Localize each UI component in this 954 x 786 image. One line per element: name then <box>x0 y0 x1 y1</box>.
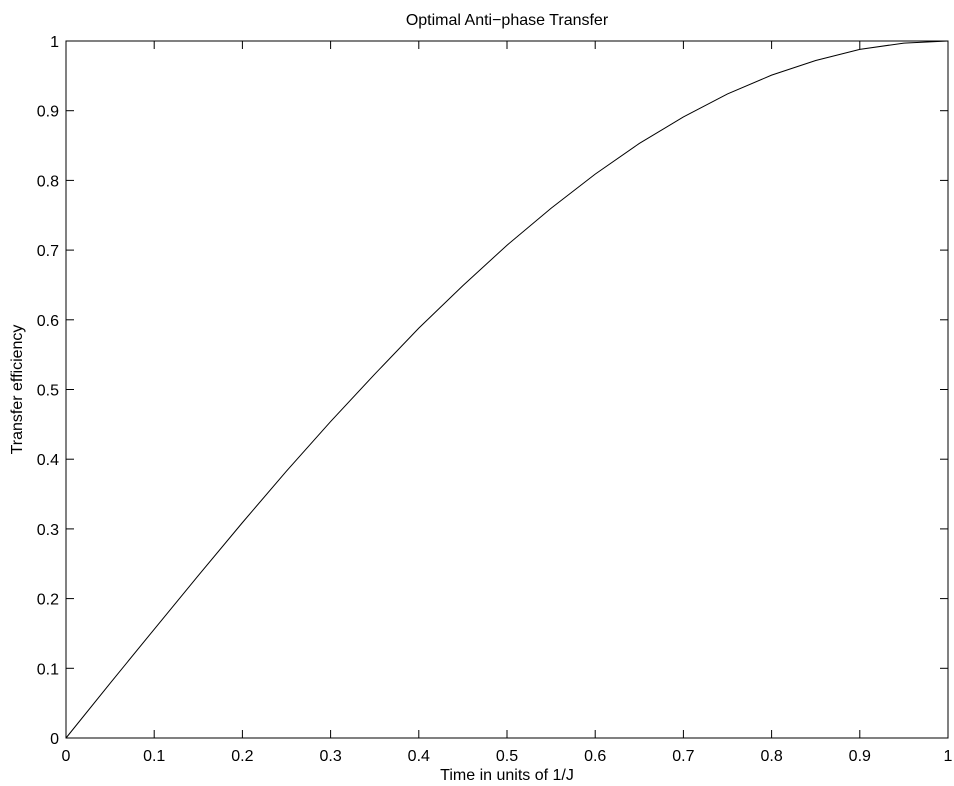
y-tick-label: 1 <box>50 34 59 51</box>
chart-title: Optimal Anti−phase Transfer <box>406 12 609 29</box>
x-tick-label: 0.3 <box>319 748 341 765</box>
x-tick-label: 0.1 <box>143 748 165 765</box>
x-tick-label: 0.7 <box>672 748 694 765</box>
y-tick-label: 0.6 <box>37 313 59 330</box>
x-tick-label: 0.2 <box>231 748 253 765</box>
x-tick-label: 0.8 <box>760 748 782 765</box>
series-layer <box>65 40 949 739</box>
y-tick-label: 0.1 <box>37 661 59 678</box>
x-tick-label: 1 <box>944 748 953 765</box>
y-tick-label: 0.5 <box>37 383 59 400</box>
y-tick-label: 0.4 <box>37 452 59 469</box>
y-tick-label: 0.2 <box>37 592 59 609</box>
y-tick-label: 0.9 <box>37 104 59 121</box>
y-tick-label: 0.3 <box>37 522 59 539</box>
x-tick-label: 0.4 <box>408 748 430 765</box>
y-tick-label: 0.8 <box>37 173 59 190</box>
x-tick-label: 0 <box>62 748 71 765</box>
x-axis-title: Time in units of 1/J <box>440 767 574 784</box>
x-tick-label: 0.6 <box>584 748 606 765</box>
x-tick-label: 0.5 <box>496 748 518 765</box>
axis-ticks <box>65 40 949 739</box>
y-tick-label: 0.7 <box>37 243 59 260</box>
x-tick-label: 0.9 <box>849 748 871 765</box>
y-axis-title: Transfer efficiency <box>9 325 26 455</box>
y-tick-label: 0 <box>50 731 59 748</box>
axis-tick-labels: 0 0.1 0.2 0.3 0.4 0.5 0.6 0.7 0.8 0.9 1 0 0.1 0.2 0.3 0… <box>37 34 953 765</box>
series-line <box>65 40 949 739</box>
